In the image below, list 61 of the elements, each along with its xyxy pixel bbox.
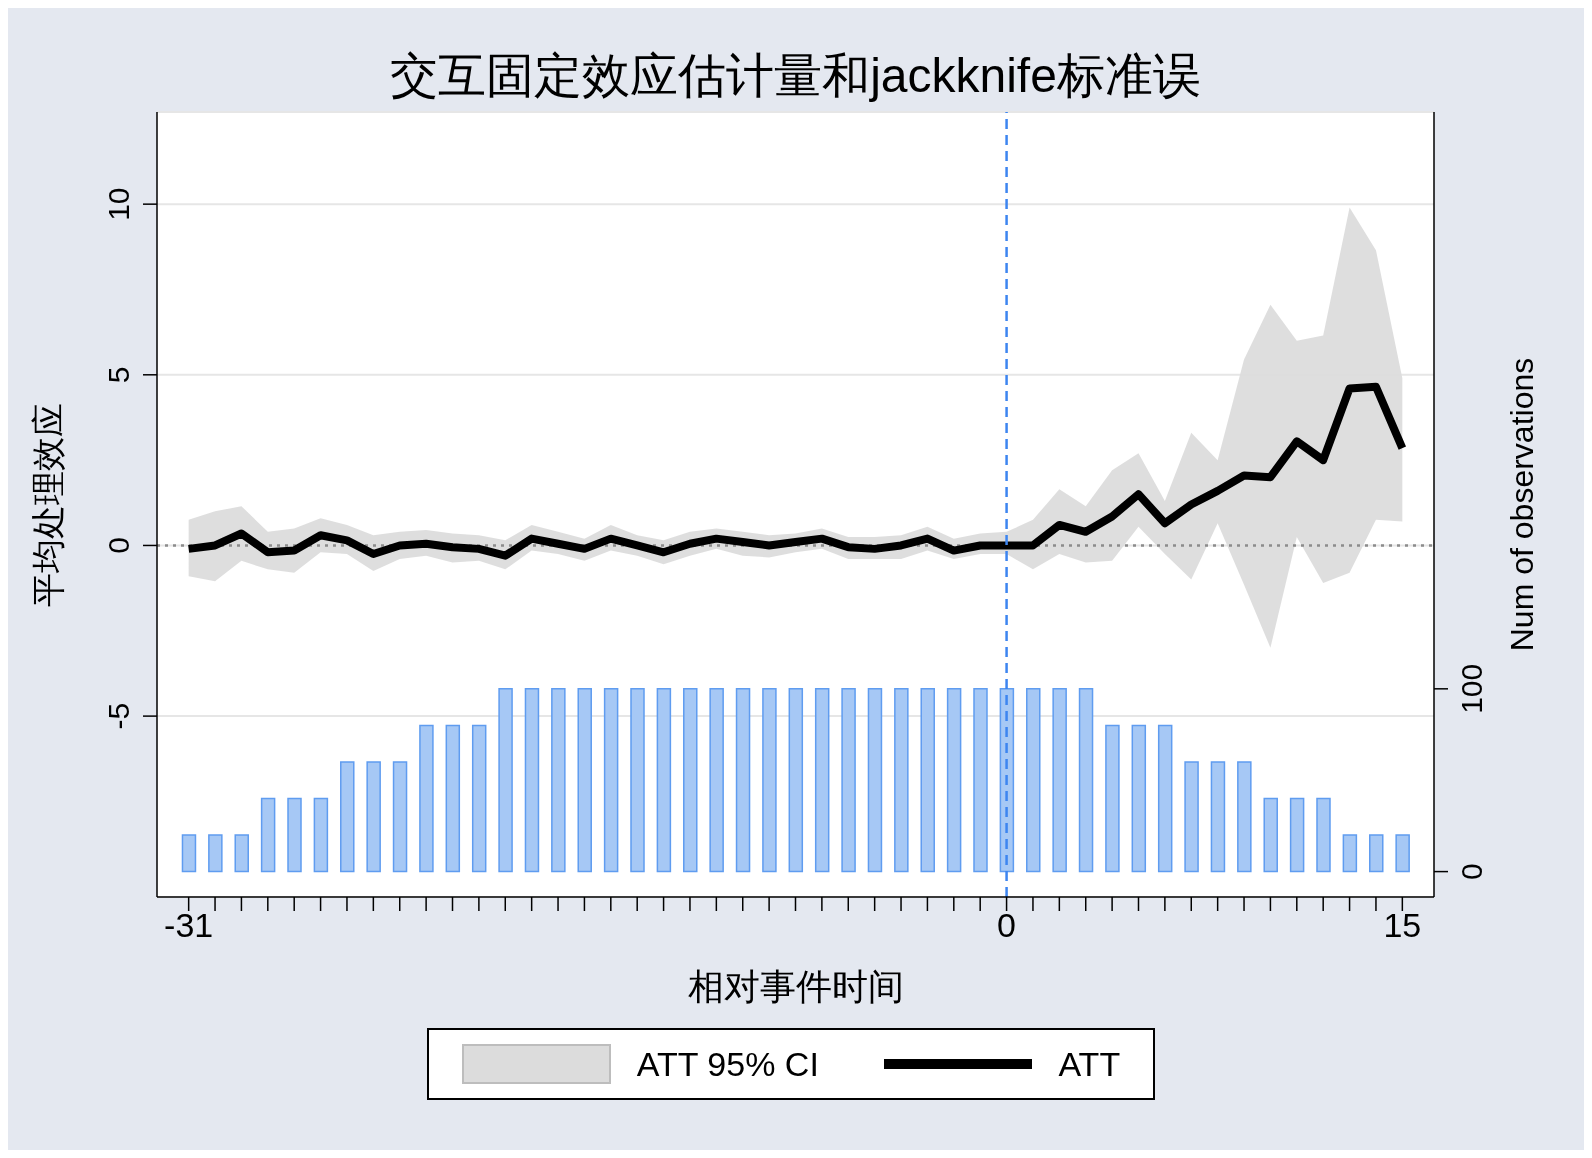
bar	[208, 834, 223, 873]
bar	[287, 797, 302, 873]
bar	[1184, 761, 1199, 873]
bar	[683, 688, 698, 873]
x-tick-label: -31	[164, 906, 214, 945]
bar	[762, 688, 777, 873]
bar	[1316, 797, 1331, 873]
y-tick-label: 5	[102, 366, 136, 384]
bar	[814, 688, 830, 873]
bar	[340, 761, 355, 873]
bar	[577, 688, 592, 873]
bar	[1052, 688, 1067, 873]
y-axis-title: 平均处理效应	[29, 402, 68, 607]
bar	[946, 688, 962, 873]
bar	[973, 688, 988, 873]
bar	[1342, 834, 1358, 873]
bar	[1026, 688, 1041, 873]
bar	[392, 761, 408, 873]
bar	[1263, 797, 1278, 873]
bar	[1289, 797, 1305, 873]
bar	[709, 688, 724, 873]
bar	[1237, 761, 1252, 873]
bar	[920, 688, 935, 873]
bar	[524, 688, 540, 873]
bar	[234, 834, 249, 873]
bar	[313, 797, 329, 873]
y-tick-label: 0	[102, 537, 136, 554]
bar	[366, 761, 381, 873]
y2-tick-label: 100	[1455, 663, 1489, 714]
bar	[445, 724, 461, 873]
x-tick-label: 0	[997, 906, 1017, 945]
bar	[867, 688, 883, 873]
bar	[1131, 724, 1147, 873]
bar	[498, 688, 513, 873]
chart-title: 交互固定效应估计量和jackknife标准误	[389, 48, 1202, 104]
x-tick-label: 15	[1383, 906, 1422, 945]
bar	[1210, 761, 1226, 873]
bar	[788, 688, 804, 873]
bar	[1395, 834, 1410, 873]
bar	[1369, 834, 1384, 873]
text: ATT 95% CI	[636, 1044, 819, 1084]
y2-axis-title: Num of observations	[1504, 357, 1541, 652]
bar	[419, 724, 434, 873]
legend-label: ATT	[1058, 1044, 1121, 1084]
bar	[630, 688, 645, 873]
bar	[181, 834, 197, 873]
bar	[260, 797, 276, 873]
x-axis-title: 相对事件时间	[687, 966, 904, 1007]
bar	[735, 688, 751, 873]
bar	[1157, 724, 1173, 873]
bar	[1078, 688, 1094, 873]
y-tick-label: -5	[102, 702, 136, 730]
y2-tick-label: 0	[1455, 863, 1489, 880]
bar	[603, 688, 619, 873]
y-tick-label: 10	[102, 187, 136, 221]
bar	[894, 688, 909, 873]
bar	[656, 688, 672, 873]
bar	[551, 688, 566, 873]
bar	[471, 724, 487, 873]
bar	[1105, 724, 1120, 873]
bar	[841, 688, 856, 873]
